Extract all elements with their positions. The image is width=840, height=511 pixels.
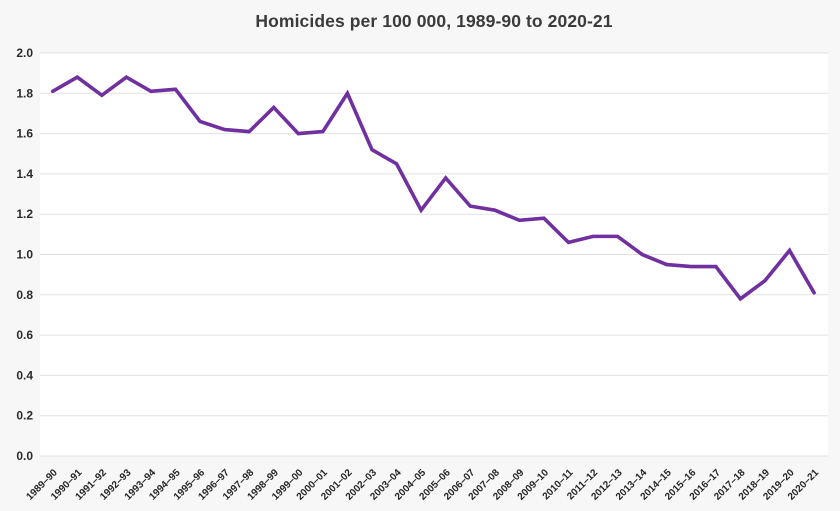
y-axis-tick-label: 1.4: [16, 167, 33, 181]
y-axis-tick-label: 0.4: [16, 368, 33, 382]
y-axis-tick-label: 0.2: [16, 409, 33, 423]
chart-title: Homicides per 100 000, 1989-90 to 2020-2…: [255, 11, 613, 31]
y-axis-tick-label: 2.0: [16, 46, 33, 60]
y-axis-tick-label: 0.8: [16, 288, 33, 302]
y-axis-tick-label: 0.6: [16, 328, 33, 342]
y-axis-tick-label: 0.0: [16, 449, 33, 463]
y-axis-tick-label: 1.8: [16, 86, 33, 100]
homicide-rate-line: [50, 75, 816, 302]
y-axis-tick-label: 1.2: [16, 207, 33, 221]
y-axis-tick-label: 1.0: [16, 248, 33, 262]
y-axis-tick-label: 1.6: [16, 127, 33, 141]
